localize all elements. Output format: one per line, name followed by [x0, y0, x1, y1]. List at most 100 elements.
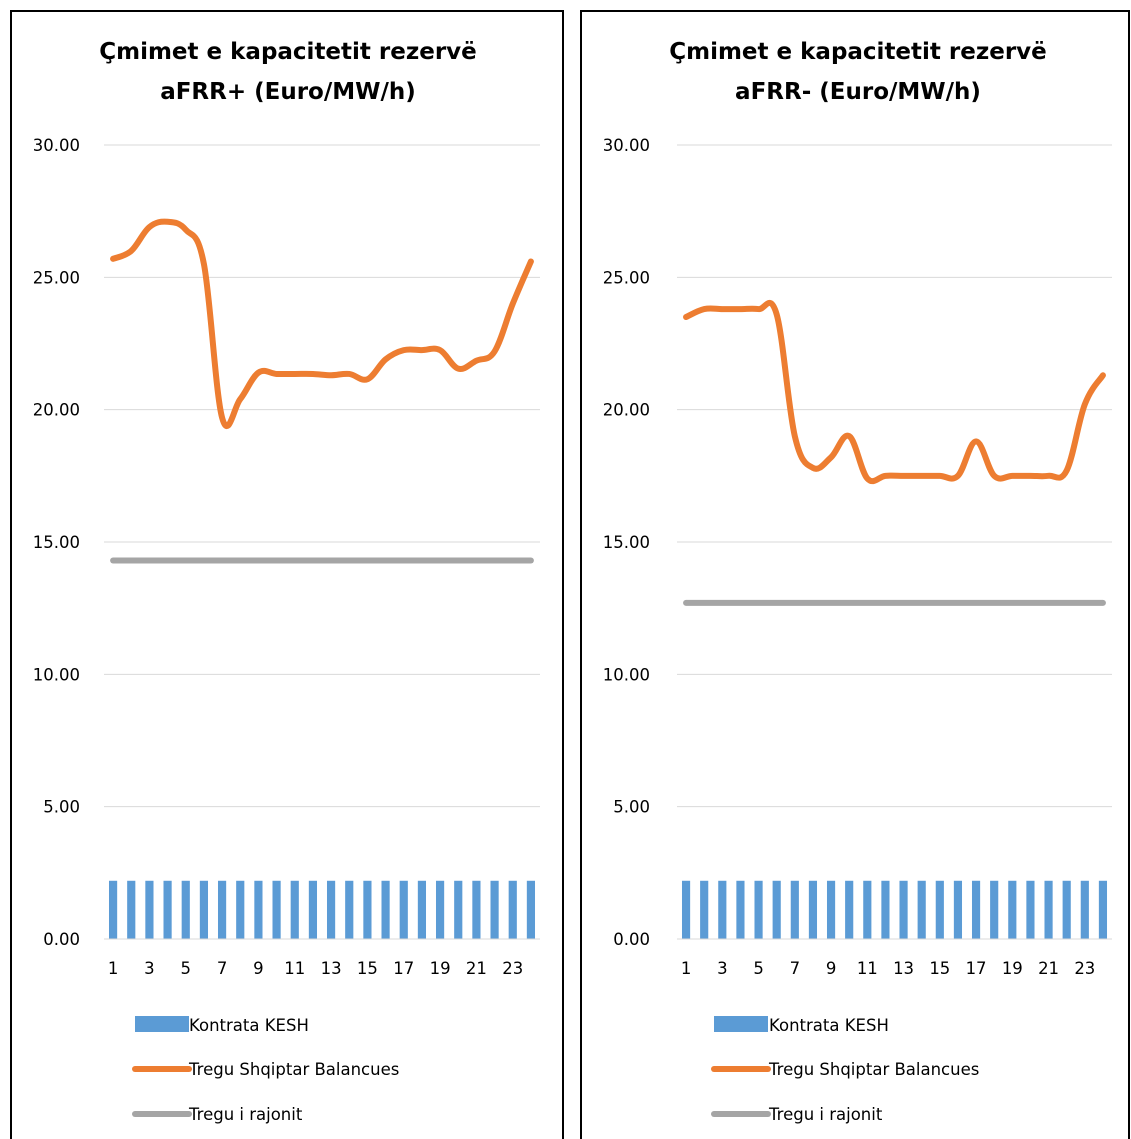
- bar: [345, 880, 354, 939]
- y-tick-label: 20.00: [603, 401, 650, 420]
- series-line-group: [110, 218, 534, 430]
- series-bars: [681, 880, 1108, 939]
- series-line: [110, 218, 534, 430]
- y-tick-label: 15.00: [33, 533, 80, 552]
- bar: [127, 880, 136, 939]
- bar: [754, 880, 763, 939]
- x-tick-label: 11: [284, 959, 305, 978]
- legend-label: Tregu Shqiptar Balancues: [768, 1060, 979, 1079]
- x-tick-label: 15: [357, 959, 378, 978]
- y-tick-label: 5.00: [613, 798, 650, 817]
- bar: [718, 880, 727, 939]
- x-tick-label: 13: [893, 959, 914, 978]
- x-tick-label: 3: [144, 959, 155, 978]
- x-tick-label: 7: [217, 959, 228, 978]
- legend-swatch-bar: [135, 1016, 189, 1032]
- x-tick-label: 13: [321, 959, 342, 978]
- bar: [1044, 880, 1053, 939]
- chart-title-line: aFRR+ (Euro/MW/h): [160, 79, 416, 105]
- chart-panel-afrr-minus: Çmimet e kapacitetit rezervë aFRR- (Euro/…: [580, 10, 1130, 1139]
- bar: [145, 880, 154, 939]
- bar: [935, 880, 944, 939]
- bar: [199, 880, 209, 939]
- bar: [236, 880, 245, 939]
- bar: [700, 880, 709, 939]
- bar: [899, 880, 908, 939]
- bar: [953, 880, 963, 939]
- x-tick-label: 17: [966, 959, 987, 978]
- bar: [381, 880, 390, 939]
- y-tick-label: 10.00: [603, 665, 650, 684]
- x-tick-label: 1: [681, 959, 692, 978]
- x-tick-label: 21: [1038, 959, 1059, 978]
- x-tick-label: 23: [1074, 959, 1095, 978]
- y-tick-label: 20.00: [33, 401, 80, 420]
- bar: [1080, 880, 1089, 939]
- x-tick-label: 3: [717, 959, 728, 978]
- x-tick-label: 9: [826, 959, 837, 978]
- bar: [272, 880, 281, 939]
- y-tick-label: 0.00: [43, 930, 80, 949]
- bar: [990, 880, 999, 939]
- bar: [108, 880, 118, 939]
- legend-label: Tregu Shqiptar Balancues: [188, 1060, 399, 1079]
- bar: [681, 880, 691, 939]
- series-line: [683, 299, 1106, 485]
- bar: [1062, 880, 1071, 939]
- legend-swatch-bar: [714, 1016, 768, 1032]
- bar: [508, 880, 517, 939]
- y-tick-label: 5.00: [43, 798, 80, 817]
- x-tick-label: 5: [181, 959, 192, 978]
- series-bars: [108, 880, 536, 939]
- bar: [290, 880, 299, 939]
- bar: [526, 880, 536, 939]
- x-tick-label: 21: [466, 959, 487, 978]
- legend-label: Kontrata KESH: [769, 1016, 889, 1035]
- bar: [808, 880, 818, 939]
- x-tick-label: 5: [753, 959, 764, 978]
- bar: [1008, 880, 1017, 939]
- legend-label: Tregu i rajonit: [188, 1105, 303, 1124]
- y-tick-label: 30.00: [33, 136, 80, 155]
- bar: [1098, 880, 1108, 939]
- bar: [399, 880, 408, 939]
- gridlines: [677, 144, 1112, 940]
- bar: [790, 880, 799, 939]
- bar: [181, 880, 190, 939]
- x-tick-label: 1: [108, 959, 119, 978]
- bar: [971, 880, 981, 939]
- x-tick-label: 15: [929, 959, 950, 978]
- bar: [917, 880, 926, 939]
- y-tick-label: 25.00: [33, 268, 80, 287]
- bar: [736, 880, 745, 939]
- x-tick-label: 7: [790, 959, 801, 978]
- chart-afrr-plus: Çmimet e kapacitetit rezervë aFRR+ (Euro/…: [33, 39, 540, 1124]
- bar: [363, 880, 372, 939]
- x-tick-label: 19: [430, 959, 451, 978]
- x-tick-label: 17: [393, 959, 414, 978]
- gridlines: [104, 144, 540, 940]
- bar: [217, 880, 227, 939]
- y-tick-label: 0.00: [613, 930, 650, 949]
- bar: [454, 880, 463, 939]
- bar: [772, 880, 781, 939]
- bar: [490, 880, 499, 939]
- chart-afrr-minus: Çmimet e kapacitetit rezervë aFRR- (Euro/…: [603, 39, 1112, 1124]
- x-tick-label: 9: [253, 959, 264, 978]
- bar: [435, 880, 445, 939]
- series-line-group: [683, 299, 1106, 485]
- bar: [163, 880, 172, 939]
- bar: [881, 880, 890, 939]
- y-tick-label: 15.00: [603, 533, 650, 552]
- chart-panel-afrr-plus: Çmimet e kapacitetit rezervë aFRR+ (Euro/…: [10, 10, 564, 1139]
- x-tick-label: 11: [857, 959, 878, 978]
- bar: [326, 880, 336, 939]
- legend-label: Kontrata KESH: [189, 1016, 309, 1035]
- bar: [417, 880, 427, 939]
- chart-title-line: aFRR- (Euro/MW/h): [735, 79, 981, 105]
- bar: [472, 880, 481, 939]
- bar: [254, 880, 263, 939]
- bar: [863, 880, 872, 939]
- y-tick-label: 30.00: [603, 136, 650, 155]
- chart-title-line: Çmimet e kapacitetit rezervë: [669, 39, 1047, 65]
